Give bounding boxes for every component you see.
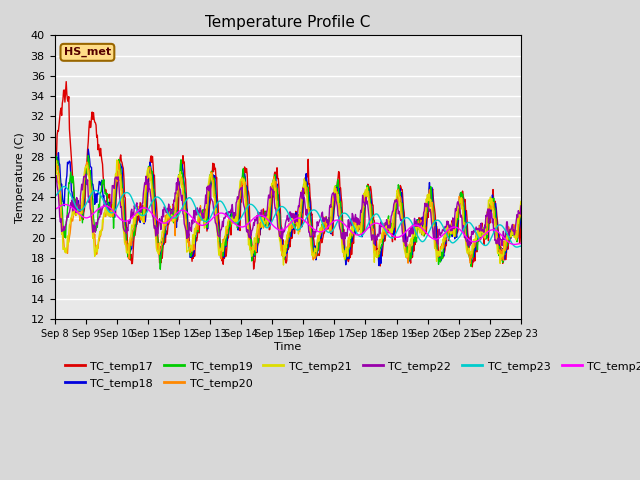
Legend: TC_temp17, TC_temp18, TC_temp19, TC_temp20, TC_temp21, TC_temp22, TC_temp23, TC_: TC_temp17, TC_temp18, TC_temp19, TC_temp… (60, 357, 640, 393)
TC_temp21 (155, 249, 163, 255)
Y-axis label: Temperature (C): Temperature (C) (15, 132, 25, 223)
TC_temp19 (155, 249, 163, 254)
TC_temp17 (359, 222, 367, 228)
TC_temp22 (51, 158, 58, 164)
TC_temp18 (180, 176, 188, 181)
TC_temp23 (344, 213, 352, 219)
TC_temp17 (250, 266, 257, 272)
TC_temp21 (280, 262, 287, 268)
TC_temp22 (154, 226, 162, 231)
TC_temp21 (180, 201, 188, 207)
TC_temp21 (107, 214, 115, 219)
Line: TC_temp18: TC_temp18 (54, 149, 521, 265)
TC_temp23 (513, 244, 521, 250)
TC_temp18 (108, 207, 115, 213)
TC_temp17 (180, 160, 188, 166)
TC_temp22 (344, 226, 351, 231)
TC_temp19 (156, 266, 164, 272)
TC_temp23 (358, 233, 366, 239)
TC_temp23 (180, 202, 188, 208)
TC_temp19 (359, 228, 367, 233)
TC_temp23 (108, 210, 115, 216)
Title: Temperature Profile C: Temperature Profile C (205, 15, 371, 30)
TC_temp20 (60, 237, 67, 243)
TC_temp19 (59, 222, 67, 228)
TC_temp20 (108, 212, 115, 218)
TC_temp22 (59, 228, 67, 234)
TC_temp21 (517, 199, 525, 204)
TC_temp24 (180, 207, 188, 213)
TC_temp20 (344, 237, 352, 243)
TC_temp18 (358, 234, 366, 240)
TC_temp24 (59, 202, 67, 208)
TC_temp23 (51, 193, 58, 199)
TC_temp23 (59, 184, 67, 190)
TC_temp17 (155, 246, 163, 252)
TC_temp17 (517, 215, 525, 221)
X-axis label: Time: Time (274, 342, 301, 351)
TC_temp17 (51, 184, 58, 190)
TC_temp18 (375, 263, 383, 268)
TC_temp23 (517, 243, 525, 249)
TC_temp18 (344, 255, 352, 261)
TC_temp19 (84, 153, 92, 158)
TC_temp21 (359, 209, 367, 215)
Line: TC_temp23: TC_temp23 (54, 187, 521, 247)
TC_temp22 (403, 243, 410, 249)
Line: TC_temp19: TC_temp19 (54, 156, 521, 269)
TC_temp22 (517, 203, 525, 209)
Line: TC_temp24: TC_temp24 (54, 204, 521, 244)
TC_temp19 (51, 167, 58, 173)
TC_temp22 (179, 211, 187, 216)
Line: TC_temp17: TC_temp17 (54, 82, 521, 269)
TC_temp17 (345, 256, 353, 262)
TC_temp19 (108, 210, 115, 216)
TC_temp23 (155, 195, 163, 201)
TC_temp18 (517, 206, 525, 212)
Line: TC_temp22: TC_temp22 (54, 161, 521, 246)
TC_temp17 (59, 96, 67, 102)
TC_temp24 (155, 218, 163, 224)
Text: HS_met: HS_met (64, 47, 111, 58)
TC_temp18 (59, 199, 67, 204)
TC_temp20 (155, 252, 163, 257)
Line: TC_temp20: TC_temp20 (54, 161, 521, 263)
TC_temp21 (51, 166, 58, 172)
TC_temp24 (344, 226, 352, 231)
TC_temp24 (511, 241, 518, 247)
TC_temp18 (51, 178, 58, 184)
TC_temp18 (155, 249, 163, 254)
TC_temp18 (84, 146, 92, 152)
Line: TC_temp21: TC_temp21 (54, 160, 521, 265)
TC_temp19 (180, 185, 188, 191)
TC_temp22 (358, 209, 365, 215)
TC_temp24 (61, 202, 68, 207)
TC_temp20 (358, 222, 366, 228)
TC_temp23 (60, 184, 68, 190)
TC_temp20 (467, 260, 474, 266)
TC_temp22 (107, 200, 115, 206)
TC_temp24 (108, 206, 115, 212)
TC_temp21 (113, 157, 120, 163)
TC_temp19 (517, 210, 525, 216)
TC_temp20 (52, 158, 60, 164)
TC_temp19 (345, 245, 353, 251)
TC_temp21 (345, 240, 353, 246)
TC_temp20 (51, 165, 58, 170)
TC_temp24 (517, 240, 525, 246)
TC_temp21 (59, 246, 67, 252)
TC_temp20 (517, 208, 525, 214)
TC_temp24 (358, 231, 366, 237)
TC_temp24 (51, 206, 58, 212)
TC_temp20 (180, 192, 188, 198)
TC_temp17 (62, 79, 70, 84)
TC_temp17 (108, 206, 115, 212)
